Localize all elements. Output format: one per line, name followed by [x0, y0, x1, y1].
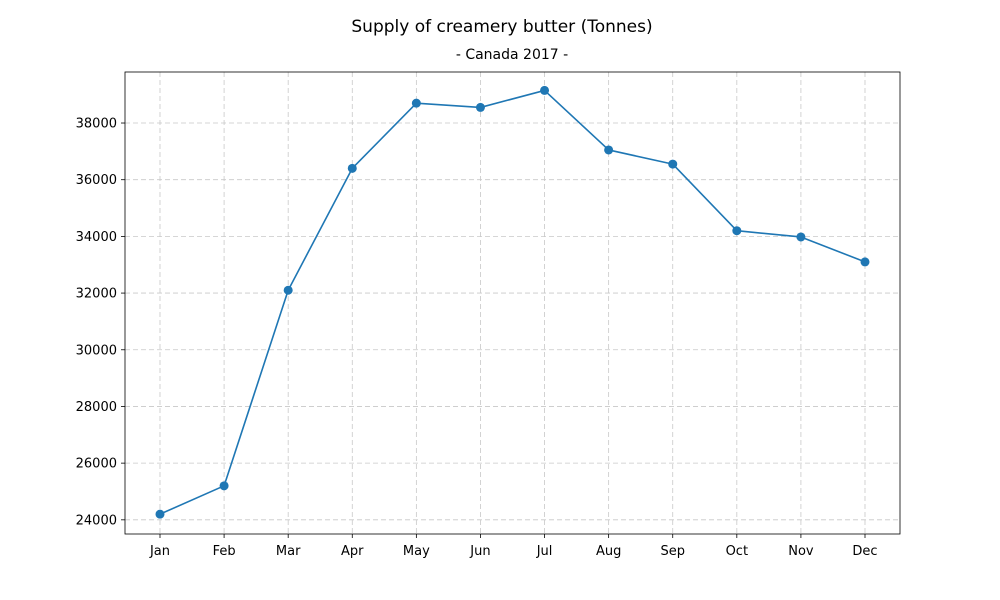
data-point-feb	[219, 481, 229, 491]
x-tick-label: Dec	[852, 544, 877, 559]
x-tick-label: May	[403, 544, 430, 559]
x-tick-label: Jul	[536, 544, 553, 559]
data-point-jul	[540, 85, 550, 95]
y-tick-label: 26000	[76, 457, 117, 472]
chart-subtitle: - Canada 2017 -	[456, 47, 568, 63]
x-tick-label: Aug	[596, 544, 621, 559]
data-point-jan	[155, 509, 165, 519]
series-line	[159, 89, 866, 515]
data-point-nov	[796, 232, 806, 242]
y-tick-label: 36000	[76, 173, 117, 188]
x-tick-label: Jun	[469, 544, 490, 559]
data-point-may	[411, 98, 421, 108]
data-point-jun	[475, 102, 485, 112]
plot-frame	[124, 71, 901, 535]
y-tick-label: 32000	[76, 287, 117, 302]
y-tick-label: 24000	[76, 513, 117, 528]
x-tick-label: Apr	[341, 544, 364, 559]
x-tick-label: Feb	[213, 544, 236, 559]
x-tick-label: Oct	[726, 544, 748, 559]
data-point-dec	[860, 257, 870, 267]
data-series	[155, 85, 870, 519]
data-point-aug	[604, 145, 614, 155]
x-tick-label: Mar	[276, 544, 301, 559]
grid	[125, 72, 900, 534]
axes: Jan Feb Mar Apr May Jun Jul Aug Sep Oct Nov Dec 2400…	[76, 117, 878, 559]
x-tick-label: Sep	[660, 544, 685, 559]
y-tick-label: 34000	[76, 230, 117, 245]
y-tick-label: 38000	[76, 117, 117, 132]
chart-title: Supply of creamery butter (Tonnes)	[351, 17, 652, 37]
y-tick-label: 30000	[76, 343, 117, 358]
y-tick-label: 28000	[76, 400, 117, 415]
data-point-sep	[668, 159, 678, 169]
x-tick-label: Jan	[149, 544, 170, 559]
data-point-oct	[732, 226, 742, 236]
data-point-mar	[283, 285, 293, 295]
data-point-apr	[347, 163, 357, 173]
x-tick-label: Nov	[788, 544, 814, 559]
